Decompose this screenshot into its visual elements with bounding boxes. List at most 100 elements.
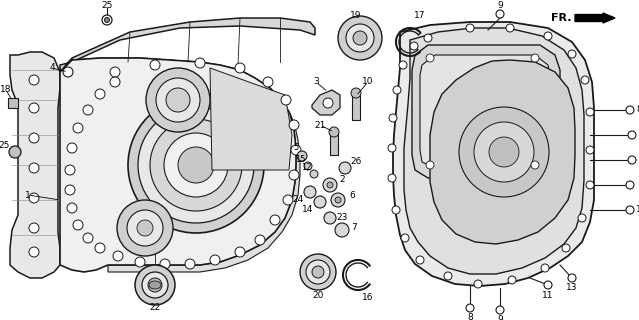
Circle shape [195, 58, 205, 68]
Circle shape [578, 214, 586, 222]
Circle shape [312, 266, 324, 278]
Circle shape [323, 178, 337, 192]
Text: 4: 4 [49, 63, 55, 73]
Circle shape [304, 186, 316, 198]
Circle shape [29, 163, 39, 173]
Circle shape [489, 137, 519, 167]
Circle shape [323, 98, 333, 108]
Text: 5: 5 [293, 143, 298, 153]
Circle shape [110, 77, 120, 87]
Polygon shape [404, 28, 584, 274]
Circle shape [626, 181, 634, 189]
Circle shape [544, 32, 552, 40]
Circle shape [531, 161, 539, 169]
Text: 1: 1 [25, 190, 31, 199]
Text: 22: 22 [150, 303, 160, 313]
Circle shape [185, 259, 195, 269]
Circle shape [156, 78, 200, 122]
Circle shape [508, 276, 516, 284]
Circle shape [496, 10, 504, 18]
Text: 12: 12 [301, 164, 311, 172]
Text: 18: 18 [0, 85, 12, 94]
Circle shape [67, 143, 77, 153]
Circle shape [410, 42, 418, 50]
Text: 21: 21 [314, 121, 326, 130]
Circle shape [306, 260, 330, 284]
Circle shape [401, 234, 409, 242]
Text: 10: 10 [638, 156, 639, 164]
Circle shape [335, 197, 341, 203]
Text: 13: 13 [566, 284, 578, 292]
Circle shape [235, 63, 245, 73]
Polygon shape [352, 95, 360, 120]
Circle shape [426, 161, 434, 169]
Circle shape [474, 122, 534, 182]
Text: 26: 26 [350, 157, 362, 166]
Circle shape [562, 244, 570, 252]
Circle shape [531, 54, 539, 62]
Circle shape [105, 18, 109, 22]
Circle shape [95, 89, 105, 99]
Circle shape [83, 105, 93, 115]
Text: 19: 19 [350, 11, 362, 20]
Text: 6: 6 [349, 190, 355, 199]
Polygon shape [412, 45, 560, 178]
Circle shape [113, 251, 123, 261]
Circle shape [459, 107, 549, 197]
Text: 15: 15 [295, 156, 305, 164]
Circle shape [300, 254, 336, 290]
Circle shape [335, 223, 349, 237]
Circle shape [338, 16, 382, 60]
Circle shape [150, 60, 160, 70]
Circle shape [166, 88, 190, 112]
Text: 24: 24 [293, 196, 304, 204]
Circle shape [346, 24, 374, 52]
Text: 9: 9 [638, 131, 639, 140]
Circle shape [392, 206, 400, 214]
Circle shape [444, 272, 452, 280]
Polygon shape [420, 55, 550, 168]
Circle shape [628, 131, 636, 139]
Circle shape [137, 220, 153, 236]
Circle shape [95, 243, 105, 253]
Circle shape [29, 75, 39, 85]
Circle shape [146, 68, 210, 132]
Circle shape [210, 255, 220, 265]
Circle shape [142, 272, 168, 298]
Circle shape [329, 127, 339, 137]
Circle shape [127, 210, 163, 246]
Polygon shape [330, 132, 338, 155]
Circle shape [289, 120, 299, 130]
Circle shape [65, 165, 75, 175]
Text: 20: 20 [312, 291, 324, 300]
Circle shape [628, 156, 636, 164]
Circle shape [626, 106, 634, 114]
Polygon shape [60, 18, 315, 72]
Text: 14: 14 [302, 205, 314, 214]
Polygon shape [393, 22, 594, 286]
Circle shape [150, 119, 242, 211]
Circle shape [399, 61, 407, 69]
Text: 8: 8 [467, 314, 473, 320]
Polygon shape [8, 98, 18, 108]
Circle shape [65, 185, 75, 195]
Circle shape [235, 247, 245, 257]
Circle shape [263, 77, 273, 87]
Circle shape [626, 206, 634, 214]
Text: 16: 16 [362, 293, 374, 302]
Polygon shape [312, 90, 340, 115]
Circle shape [63, 67, 73, 77]
Circle shape [102, 15, 112, 25]
Text: 17: 17 [414, 11, 426, 20]
FancyArrow shape [575, 13, 615, 23]
Circle shape [73, 220, 83, 230]
Text: 25: 25 [102, 1, 112, 10]
Circle shape [388, 174, 396, 182]
Circle shape [29, 223, 39, 233]
Circle shape [586, 146, 594, 154]
Circle shape [393, 86, 401, 94]
Circle shape [544, 281, 552, 289]
Text: 25: 25 [0, 140, 10, 149]
Text: 3: 3 [313, 77, 319, 86]
Circle shape [138, 107, 254, 223]
